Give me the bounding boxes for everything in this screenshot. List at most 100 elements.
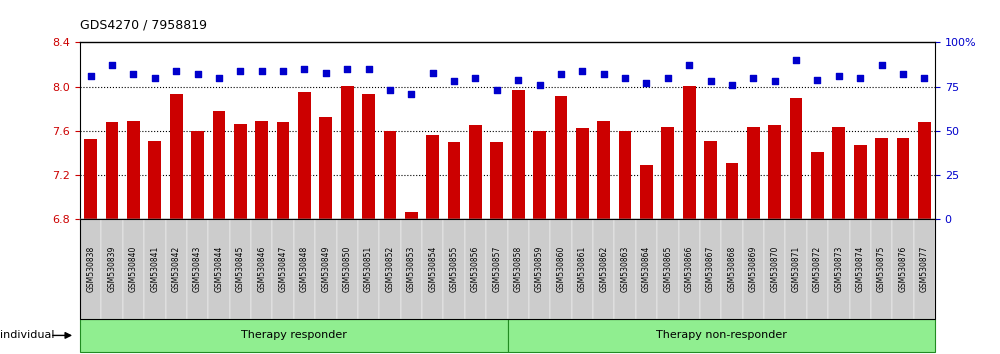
Bar — [918, 122, 931, 219]
Bar — [597, 121, 610, 219]
Bar — [790, 98, 802, 219]
Point — [895, 72, 911, 77]
Bar — [640, 165, 653, 219]
Point — [681, 63, 697, 68]
Text: GSM530863: GSM530863 — [621, 246, 630, 292]
Text: GSM530865: GSM530865 — [663, 246, 672, 292]
Bar — [811, 152, 824, 219]
Bar — [255, 121, 268, 219]
Point — [874, 63, 890, 68]
Bar — [661, 127, 674, 219]
Text: GSM530859: GSM530859 — [535, 246, 544, 292]
Bar — [341, 86, 354, 219]
Text: Therapy non-responder: Therapy non-responder — [656, 330, 787, 341]
Bar — [170, 95, 183, 219]
Bar — [683, 86, 696, 219]
Bar — [832, 127, 845, 219]
Text: GSM530848: GSM530848 — [300, 246, 309, 292]
Text: GSM530843: GSM530843 — [193, 246, 202, 292]
Point — [831, 73, 847, 79]
Bar — [277, 122, 289, 219]
Text: GSM530841: GSM530841 — [150, 246, 159, 292]
Point — [254, 68, 270, 74]
Point — [574, 68, 590, 74]
Point — [703, 79, 719, 84]
Text: GSM530842: GSM530842 — [172, 246, 181, 292]
Point — [809, 77, 825, 82]
Bar — [234, 124, 247, 219]
Point — [532, 82, 548, 88]
Bar — [362, 95, 375, 219]
Point — [318, 70, 334, 75]
Text: GSM530871: GSM530871 — [792, 246, 801, 292]
Text: GSM530866: GSM530866 — [685, 246, 694, 292]
Point — [425, 70, 441, 75]
Bar — [854, 145, 867, 219]
Bar — [747, 127, 760, 219]
Bar — [619, 131, 631, 219]
Text: GSM530850: GSM530850 — [343, 246, 352, 292]
Text: GSM530838: GSM530838 — [86, 246, 95, 292]
Point — [510, 77, 526, 82]
Text: GSM530867: GSM530867 — [706, 246, 715, 292]
Point — [596, 72, 612, 77]
Point — [617, 75, 633, 81]
Bar — [726, 163, 738, 219]
Point — [83, 73, 99, 79]
Bar — [490, 142, 503, 219]
Bar — [469, 125, 482, 219]
Point — [232, 68, 248, 74]
Text: GSM530874: GSM530874 — [856, 246, 865, 292]
Bar — [512, 90, 525, 219]
Text: GSM530862: GSM530862 — [599, 246, 608, 292]
Point — [403, 91, 419, 97]
Point — [211, 75, 227, 81]
Bar — [384, 131, 396, 219]
Bar — [875, 138, 888, 219]
Bar — [127, 121, 140, 219]
Text: GSM530876: GSM530876 — [898, 246, 907, 292]
Point — [724, 82, 740, 88]
Text: GSM530854: GSM530854 — [428, 246, 437, 292]
Text: individual: individual — [0, 330, 54, 341]
Text: GSM530845: GSM530845 — [236, 246, 245, 292]
Text: Therapy responder: Therapy responder — [241, 330, 347, 341]
Bar — [106, 122, 118, 219]
Text: GSM530847: GSM530847 — [279, 246, 288, 292]
Point — [275, 68, 291, 74]
Text: GSM530873: GSM530873 — [834, 246, 843, 292]
Point — [296, 66, 312, 72]
Text: GSM530849: GSM530849 — [321, 246, 330, 292]
Text: GSM530872: GSM530872 — [813, 246, 822, 292]
Text: GSM530864: GSM530864 — [642, 246, 651, 292]
Point — [553, 72, 569, 77]
Point — [788, 57, 804, 63]
Text: GSM530869: GSM530869 — [749, 246, 758, 292]
Bar — [897, 138, 909, 219]
Point — [382, 87, 398, 93]
Text: GSM530857: GSM530857 — [492, 246, 501, 292]
Bar — [148, 141, 161, 219]
Text: GSM530839: GSM530839 — [108, 246, 117, 292]
Point — [745, 75, 761, 81]
Bar — [555, 96, 567, 219]
Text: GSM530856: GSM530856 — [471, 246, 480, 292]
Bar — [84, 139, 97, 219]
Text: GSM530870: GSM530870 — [770, 246, 779, 292]
Point — [361, 66, 377, 72]
Point — [339, 66, 355, 72]
Bar — [191, 131, 204, 219]
Bar — [533, 131, 546, 219]
Point — [660, 75, 676, 81]
Text: GSM530858: GSM530858 — [514, 246, 523, 292]
Text: GDS4270 / 7958819: GDS4270 / 7958819 — [80, 18, 207, 31]
Bar — [405, 212, 418, 219]
Bar — [448, 142, 460, 219]
Bar — [426, 136, 439, 219]
Point — [852, 75, 868, 81]
Point — [638, 80, 654, 86]
Text: GSM530860: GSM530860 — [556, 246, 565, 292]
Text: GSM530855: GSM530855 — [450, 246, 459, 292]
Text: GSM530868: GSM530868 — [727, 246, 736, 292]
Bar — [576, 128, 589, 219]
